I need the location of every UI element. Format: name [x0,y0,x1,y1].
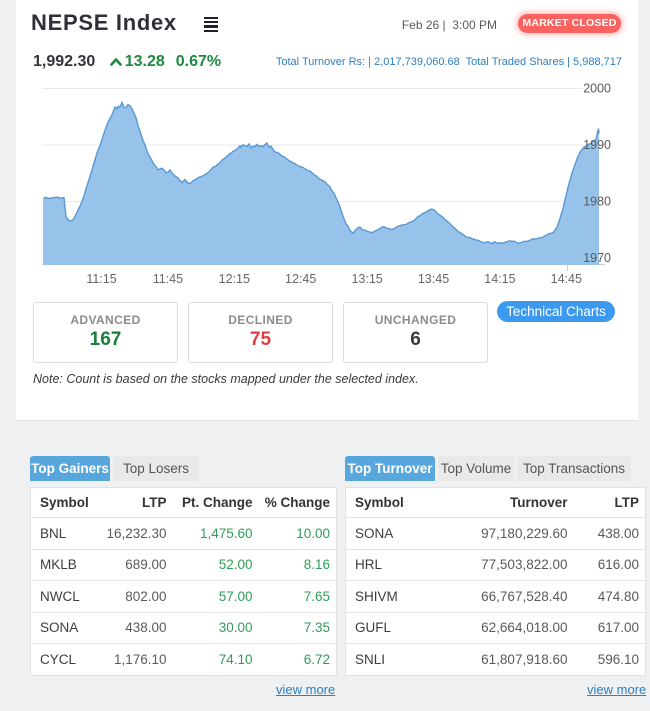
svg-text:13:15: 13:15 [351,272,382,286]
svg-text:14:15: 14:15 [484,272,515,286]
svg-text:11:45: 11:45 [153,272,183,286]
svg-text:13:45: 13:45 [418,272,449,286]
svg-text:1980: 1980 [583,195,611,209]
svg-text:14:45: 14:45 [551,272,582,286]
svg-text:2000: 2000 [583,82,611,96]
svg-text:11:15: 11:15 [86,272,116,286]
svg-text:1990: 1990 [583,138,611,152]
svg-text:12:45: 12:45 [285,272,316,286]
svg-text:12:15: 12:15 [219,272,250,286]
svg-text:1970: 1970 [583,251,611,265]
